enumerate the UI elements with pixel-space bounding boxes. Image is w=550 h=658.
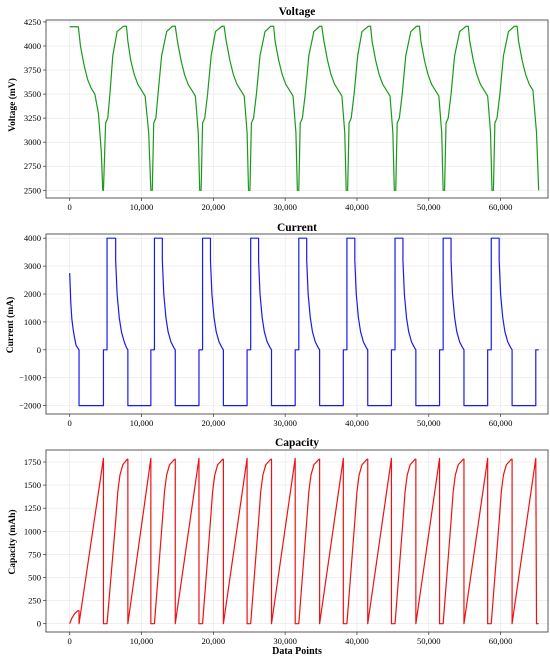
voltage-title: Voltage [279, 6, 316, 18]
voltage-y-tick-label: 2500 [24, 185, 41, 195]
voltage-series [69, 25, 540, 191]
voltage-ticks: 0 10,000 20,000 30,000 40,000 50,000 60,000 250… [24, 17, 513, 212]
capacity-y-tick-label: 500 [28, 572, 41, 582]
current-grid [46, 234, 548, 414]
current-x-tick-label: 40,000 [345, 418, 369, 428]
voltage-y-tick-label: 4000 [24, 41, 41, 51]
capacity-y-tick-label: 1250 [24, 503, 41, 513]
capacity-y-tick-label: 250 [28, 596, 41, 606]
capacity-x-tick-label: 40,000 [345, 636, 369, 646]
capacity-y-tick-label: 1000 [24, 526, 41, 536]
voltage-x-tick-label: 0 [68, 202, 72, 212]
capacity-plot-frame [45, 449, 549, 633]
current-ticks: 0 10,000 20,000 30,000 40,000 50,000 60,000 −20… [19, 233, 512, 428]
capacity-x-tick-label: 60,000 [489, 636, 513, 646]
voltage-panel: Voltage Voltage (mV) 0 10,000 20,000 30,000… [7, 6, 549, 212]
capacity-y-axis-label: Capacity (mAh) [7, 509, 18, 574]
voltage-x-tick-label: 30,000 [273, 202, 297, 212]
capacity-ticks: 0 10,000 20,000 30,000 40,000 50,000 60,000 0 25… [24, 457, 513, 646]
voltage-series-line [69, 25, 540, 191]
current-y-tick-label: 0 [37, 345, 41, 355]
current-y-tick-label: −2000 [19, 401, 41, 411]
capacity-x-axis-label: Data Points [272, 646, 322, 657]
current-series-line [69, 237, 539, 407]
voltage-y-tick-label: 3000 [24, 137, 41, 147]
capacity-y-tick-label: 750 [28, 549, 41, 559]
capacity-y-tick-label: 0 [37, 619, 41, 629]
current-y-tick-label: −1000 [19, 373, 41, 383]
current-x-tick-label: 50,000 [417, 418, 441, 428]
capacity-title: Capacity [275, 437, 319, 449]
current-panel: Current Current (mA) 0 10,000 20,000 30,000… [5, 222, 549, 428]
current-plot-frame [45, 233, 549, 415]
voltage-y-tick-label: 3500 [24, 89, 41, 99]
voltage-plot-frame [45, 19, 549, 199]
current-y-tick-label: 4000 [24, 233, 41, 243]
capacity-series-line [69, 457, 539, 625]
voltage-x-tick-label: 10,000 [130, 202, 154, 212]
current-y-tick-label: 1000 [24, 317, 41, 327]
voltage-x-tick-label: 20,000 [202, 202, 226, 212]
capacity-grid [46, 450, 548, 632]
voltage-y-tick-label: 2750 [24, 161, 41, 171]
current-y-tick-label: 2000 [24, 289, 41, 299]
capacity-y-tick-label: 1750 [24, 457, 41, 467]
voltage-y-tick-label: 3250 [24, 113, 41, 123]
current-x-tick-label: 20,000 [202, 418, 226, 428]
voltage-x-tick-label: 50,000 [417, 202, 441, 212]
voltage-y-tick-label: 3750 [24, 65, 41, 75]
current-x-tick-label: 10,000 [130, 418, 154, 428]
capacity-x-tick-label: 0 [68, 636, 72, 646]
current-x-tick-label: 0 [68, 418, 72, 428]
capacity-x-tick-label: 20,000 [202, 636, 226, 646]
current-x-tick-label: 60,000 [489, 418, 513, 428]
current-series [69, 237, 539, 407]
current-y-tick-label: 3000 [24, 261, 41, 271]
voltage-y-axis-label: Voltage (mV) [7, 78, 18, 132]
capacity-x-tick-label: 10,000 [130, 636, 154, 646]
current-title: Current [277, 222, 317, 234]
current-x-tick-label: 30,000 [273, 418, 297, 428]
capacity-panel: Capacity Capacity (mAh) 0 10,000 20,000 30,… [7, 437, 549, 657]
voltage-x-tick-label: 60,000 [489, 202, 513, 212]
capacity-x-tick-label: 50,000 [417, 636, 441, 646]
capacity-x-tick-label: 30,000 [273, 636, 297, 646]
voltage-x-tick-label: 40,000 [345, 202, 369, 212]
voltage-grid [46, 20, 548, 198]
current-y-axis-label: Current (mA) [5, 297, 16, 354]
capacity-series [69, 457, 539, 625]
voltage-y-tick-label: 4250 [24, 17, 41, 27]
capacity-y-tick-label: 1500 [24, 480, 41, 490]
